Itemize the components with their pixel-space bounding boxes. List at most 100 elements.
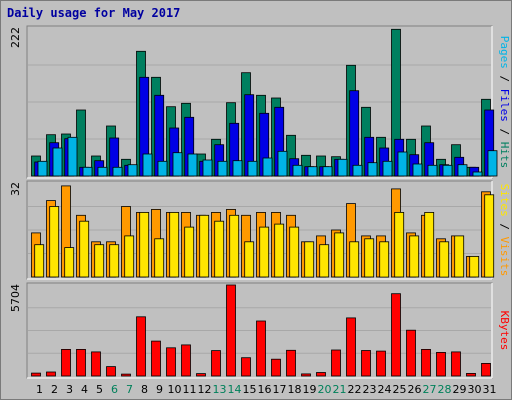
bar-pages <box>322 166 333 177</box>
x-tick-label: 22 <box>348 383 362 396</box>
bar-kbytes <box>481 362 491 377</box>
bar-pages <box>202 159 213 177</box>
bar-pages <box>172 152 183 177</box>
x-tick-label: 12 <box>198 383 212 396</box>
bar-sites <box>454 235 465 278</box>
bar-hits <box>76 109 86 177</box>
bar-pages <box>157 160 168 177</box>
bar-kbytes <box>361 350 371 377</box>
bar-sites <box>364 238 375 278</box>
legend-sites: Sites <box>498 184 511 217</box>
bar-sites <box>349 241 360 278</box>
x-tick-label: 29 <box>453 383 467 396</box>
bar-pages <box>457 164 468 177</box>
x-tick-label: 25 <box>393 383 407 396</box>
bar-kbytes <box>376 350 386 377</box>
x-tick-label: 17 <box>273 383 287 396</box>
bar-sites <box>379 241 390 278</box>
x-tick-label: 24 <box>378 383 392 396</box>
bar-pages <box>37 160 48 177</box>
bar-pages <box>232 160 243 177</box>
bar-pages <box>247 160 258 177</box>
bar-sites <box>109 244 120 278</box>
bar-pages <box>67 136 78 177</box>
bar-pages <box>127 164 138 177</box>
bar-kbytes <box>451 351 461 377</box>
bar-pages <box>112 166 123 177</box>
x-tick-label: 14 <box>228 383 242 396</box>
bar-kbytes <box>331 349 341 377</box>
bar-sites <box>484 194 495 278</box>
x-tick-label: 21 <box>333 383 347 396</box>
legend-kbytes: KBytes <box>498 311 511 351</box>
bar-pages <box>292 164 303 177</box>
bar-sites <box>139 211 150 278</box>
bar-pages <box>187 153 198 177</box>
x-tick-label: 1 <box>36 383 43 396</box>
bar-sites <box>259 226 270 278</box>
x-tick-label: 16 <box>258 383 272 396</box>
bar-kbytes <box>136 316 146 377</box>
bar-sites <box>34 244 45 278</box>
bar-sites <box>199 214 210 278</box>
bar-sites <box>244 241 255 278</box>
bar-sites <box>154 238 165 278</box>
bar-files <box>349 90 360 177</box>
bar-kbytes <box>106 366 116 377</box>
bar-pages <box>442 164 453 177</box>
bar-kbytes <box>166 347 176 377</box>
x-tick-label: 18 <box>288 383 302 396</box>
bar-kbytes <box>226 284 236 377</box>
bar-pages <box>412 163 423 177</box>
x-tick-label: 19 <box>303 383 317 396</box>
chart-title: Daily usage for May 2017 <box>7 6 181 20</box>
y-max-label: 5704 <box>9 284 22 312</box>
bar-sites <box>49 206 60 278</box>
x-tick-label: 2 <box>51 383 58 396</box>
x-tick-label: 27 <box>423 383 437 396</box>
x-tick-label: 4 <box>81 383 88 396</box>
bar-kbytes <box>76 348 86 377</box>
bar-pages <box>337 158 348 177</box>
bar-pages <box>82 166 93 177</box>
bar-pages <box>277 150 288 177</box>
bar-kbytes <box>406 329 416 377</box>
bar-kbytes <box>466 372 476 377</box>
x-tick-label: 5 <box>96 383 103 396</box>
bar-kbytes <box>346 317 356 377</box>
bar-kbytes <box>31 372 41 377</box>
bar-pages <box>382 160 393 177</box>
x-tick-label: 31 <box>483 383 497 396</box>
bar-kbytes <box>151 340 161 377</box>
bar-sites <box>409 235 420 278</box>
legend-separator: / <box>498 122 511 142</box>
x-tick-label: 30 <box>468 383 482 396</box>
bar-kbytes <box>301 373 311 377</box>
bar-pages <box>142 153 153 177</box>
x-tick-label: 13 <box>213 383 227 396</box>
bar-pages <box>307 166 318 177</box>
legend-visits: Visits <box>498 237 511 277</box>
bar-kbytes <box>181 344 191 377</box>
bar-sites <box>304 241 315 278</box>
bar-kbytes <box>61 348 71 377</box>
legend-pages: Pages <box>498 36 511 69</box>
bar-kbytes <box>91 351 101 377</box>
bar-kbytes <box>256 320 266 377</box>
x-tick-label: 7 <box>126 383 133 396</box>
bar-kbytes <box>286 349 296 377</box>
bar-kbytes <box>196 373 206 377</box>
bar-sites <box>214 220 225 278</box>
bar-sites <box>184 226 195 278</box>
bar-kbytes <box>316 372 326 377</box>
bar-pages <box>52 147 63 177</box>
x-tick-label: 26 <box>408 383 422 396</box>
bar-sites <box>439 241 450 278</box>
x-tick-label: 10 <box>168 383 182 396</box>
legend-label: KBytes <box>498 311 511 351</box>
x-tick-label: 11 <box>183 383 197 396</box>
x-tick-label: 20 <box>318 383 332 396</box>
legend-files: Files <box>498 89 511 122</box>
bar-kbytes <box>436 351 446 377</box>
